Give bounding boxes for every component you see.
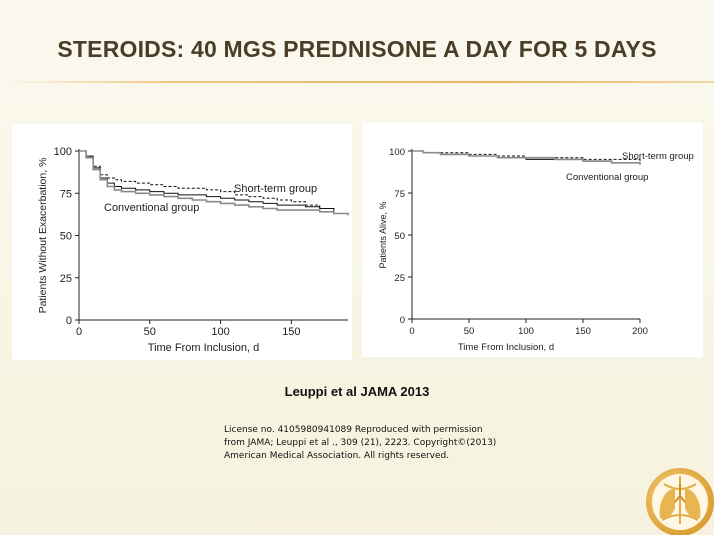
y-tick-label: 25	[60, 273, 72, 285]
y-axis-label: Patients Without Exacerbation, %	[37, 158, 49, 314]
license-line: License no. 4105980941089 Reproduced wit…	[224, 425, 483, 435]
x-tick-label: 100	[518, 326, 534, 337]
legend-label: Conventional group	[104, 202, 199, 214]
series-line-conventional-group	[79, 150, 349, 216]
exacerbation-chart-panel: 0 25 50 75 100 0 50 100 150 Time From Inclusion, …	[12, 124, 352, 360]
y-tick-label: 100	[54, 146, 72, 158]
globe-lungs-logo-icon	[646, 468, 714, 535]
license-line: from JAMA; Leuppi et al ., 309 (21), 222…	[224, 438, 497, 448]
exacerbation-chart: 0 25 50 75 100 0 50 100 150 Time From Inclusion, …	[37, 146, 349, 354]
x-tick-label: 50	[464, 326, 475, 337]
legend-label: Conventional group	[566, 172, 648, 183]
license-line: American Medical Association. All rights…	[224, 451, 450, 461]
series-line-short-term-group	[79, 150, 349, 216]
x-tick-label: 150	[282, 326, 300, 338]
y-tick-label: 50	[394, 231, 405, 242]
series-line-grey-2	[79, 150, 349, 216]
y-tick-label: 0	[66, 315, 72, 327]
x-tick-label: 150	[575, 326, 591, 337]
y-tick-label: 75	[60, 188, 72, 200]
series-line-grey-2	[412, 150, 640, 164]
citation-text: Leuppi et al JAMA 2013	[284, 384, 430, 399]
y-tick-label: 100	[389, 147, 405, 158]
slide-title: STEROIDS: 40 MGS PREDNISONE A DAY FOR 5 …	[57, 36, 657, 62]
y-tick-label: 50	[60, 231, 72, 243]
x-tick-label: 0	[76, 326, 82, 338]
x-axis-label: Time From Inclusion, d	[148, 342, 259, 354]
legend-label: Short-term group	[622, 151, 694, 162]
license-notice: License no. 4105980941089 Reproduced wit…	[224, 424, 524, 463]
x-tick-label: 50	[144, 326, 156, 338]
survival-chart: 0 25 50 75 100 0 50 100 150 200 Time From Inclusio…	[378, 147, 694, 353]
x-tick-label: 100	[211, 326, 229, 338]
y-tick-label: 0	[400, 315, 405, 326]
y-tick-label: 25	[394, 273, 405, 284]
y-axis-label: Patients Alive, %	[378, 201, 388, 268]
y-tick-label: 75	[394, 189, 405, 200]
x-tick-label: 0	[409, 326, 414, 337]
x-axis-label: Time From Inclusion, d	[458, 342, 554, 353]
legend-label: Short-term group	[234, 183, 317, 195]
title-divider	[0, 81, 714, 83]
survival-chart-panel: 0 25 50 75 100 0 50 100 150 200 Time From Inclusio…	[362, 123, 703, 357]
x-tick-label: 200	[632, 326, 648, 337]
